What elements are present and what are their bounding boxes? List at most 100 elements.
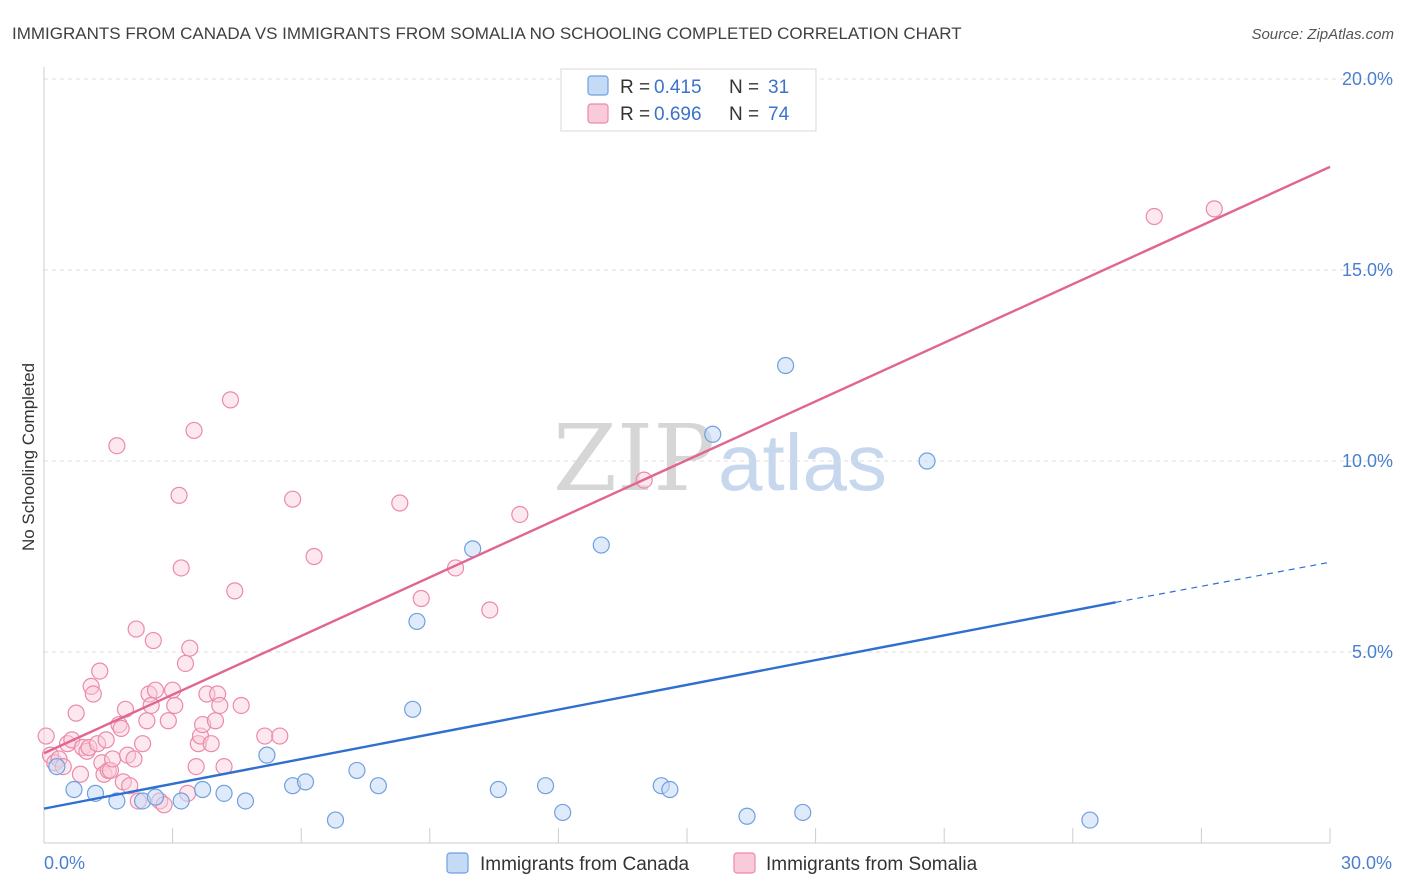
bottom-legend-label-canada: Immigrants from Canada xyxy=(480,854,690,875)
somalia-point-22 xyxy=(108,437,126,455)
legend-n-label-canada: N = xyxy=(729,77,759,98)
somalia-point-11 xyxy=(80,738,98,757)
y-tick-label-20: 20.0% xyxy=(1342,69,1393,89)
somalia-point-24 xyxy=(112,719,130,738)
legend-box: R = 0.415 N = 31 R = 0.696 N = 74 xyxy=(560,68,817,132)
legend-n-label-somalia: N = xyxy=(729,104,759,125)
somalia-point-40 xyxy=(159,712,177,730)
canada-point-30 xyxy=(1081,811,1099,829)
canada-point-10 xyxy=(258,746,276,764)
somalia-point-37 xyxy=(146,681,165,699)
somalia-point-32 xyxy=(133,735,152,753)
somalia-point-30 xyxy=(127,620,145,638)
canada-point-24 xyxy=(661,780,679,799)
somalia-point-18 xyxy=(97,731,115,749)
y-tick-label-15: 15.0% xyxy=(1342,260,1393,280)
somalia-point-47 xyxy=(181,639,199,657)
somalia-point-7 xyxy=(67,704,85,722)
canada-point-6 xyxy=(172,792,190,810)
x-tick-label-right: 30.0% xyxy=(1341,853,1392,873)
y-tick-labels: 5.0% 10.0% 15.0% 20.0% xyxy=(1342,69,1393,662)
legend-swatch-somalia xyxy=(587,103,609,124)
trend-lines xyxy=(43,165,1331,810)
watermark-atlas: atlas xyxy=(718,418,887,507)
somalia-point-69 xyxy=(481,601,499,619)
somalia-point-55 xyxy=(206,712,225,730)
somalia-point-48 xyxy=(185,421,203,440)
watermark: ZIP atlas xyxy=(553,405,887,512)
somalia-point-49 xyxy=(187,757,205,776)
canada-point-19 xyxy=(489,780,507,799)
somalia-point-15 xyxy=(91,662,109,680)
somalia-point-42 xyxy=(166,696,184,715)
y-tick-label-5: 5.0% xyxy=(1352,642,1393,662)
somalia-point-44 xyxy=(172,559,190,577)
axes xyxy=(43,67,1331,844)
canada-point-7 xyxy=(194,780,212,799)
chart-title: IMMIGRANTS FROM CANADA VS IMMIGRANTS FRO… xyxy=(12,24,962,43)
canada-point-1 xyxy=(65,780,83,799)
canada-point-5 xyxy=(146,788,165,806)
somalia-point-0 xyxy=(37,727,55,745)
legend-r-value-canada: 0.415 xyxy=(654,77,702,98)
canada-point-0 xyxy=(48,757,66,776)
x-tick-label-left: 0.0% xyxy=(44,853,85,873)
canada-point-12 xyxy=(296,773,315,791)
bottom-legend-label-somalia: Immigrants from Somalia xyxy=(766,854,978,875)
canada-point-16 xyxy=(404,700,422,718)
somalia-point-43 xyxy=(170,486,188,504)
bottom-legend: Immigrants from Canada Immigrants from S… xyxy=(446,852,978,875)
legend-r-label-canada: R = xyxy=(620,77,650,98)
legend-n-value-canada: 31 xyxy=(768,77,789,98)
canada-point-9 xyxy=(236,792,255,810)
chart-source: Source: ZipAtlas.com xyxy=(1251,26,1394,43)
somalia-point-66 xyxy=(391,494,409,512)
series-canada-points xyxy=(48,356,1099,829)
somalia-point-21 xyxy=(103,750,122,768)
somalia-point-29 xyxy=(125,750,143,768)
bottom-legend-swatch-canada xyxy=(446,852,469,874)
y-axis-label: No Schooling Completed xyxy=(19,363,38,551)
legend-swatch-canada xyxy=(587,75,609,96)
canada-point-27 xyxy=(776,356,795,375)
legend-n-value-somalia: 74 xyxy=(768,104,790,125)
canada-point-13 xyxy=(326,811,345,829)
somalia-point-54 xyxy=(202,735,220,753)
somalia-point-14 xyxy=(88,735,107,753)
somalia-point-8 xyxy=(71,765,90,783)
canada-point-28 xyxy=(794,803,812,822)
somalia-trend-line xyxy=(43,165,1331,755)
gridlines xyxy=(44,78,1392,653)
somalia-point-62 xyxy=(256,727,274,745)
somalia-point-33 xyxy=(138,712,156,730)
series-somalia-points xyxy=(37,200,1223,814)
y-tick-label-10: 10.0% xyxy=(1342,451,1393,471)
somalia-point-36 xyxy=(144,631,162,650)
somalia-point-52 xyxy=(194,715,212,734)
somalia-point-67 xyxy=(412,589,430,608)
somalia-point-60 xyxy=(226,582,244,600)
somalia-point-73 xyxy=(1145,207,1163,226)
somalia-point-59 xyxy=(221,391,240,409)
canada-point-25 xyxy=(704,425,722,443)
canada-trend-extension xyxy=(1115,561,1331,603)
canada-point-21 xyxy=(554,803,572,822)
canada-trend-line xyxy=(43,601,1116,810)
somalia-point-45 xyxy=(176,654,195,673)
somalia-point-13 xyxy=(84,685,102,703)
somalia-point-72 xyxy=(1205,200,1223,218)
somalia-point-63 xyxy=(271,727,289,745)
canada-point-20 xyxy=(536,777,555,795)
legend-r-value-somalia: 0.696 xyxy=(654,104,702,125)
somalia-point-65 xyxy=(305,547,323,566)
canada-point-8 xyxy=(215,784,233,802)
legend-r-label-somalia: R = xyxy=(620,104,650,125)
somalia-point-57 xyxy=(211,696,229,715)
canada-point-26 xyxy=(738,807,756,825)
canada-point-29 xyxy=(918,452,936,470)
canada-point-22 xyxy=(592,536,610,554)
somalia-point-28 xyxy=(121,777,139,795)
canada-point-15 xyxy=(369,777,387,795)
